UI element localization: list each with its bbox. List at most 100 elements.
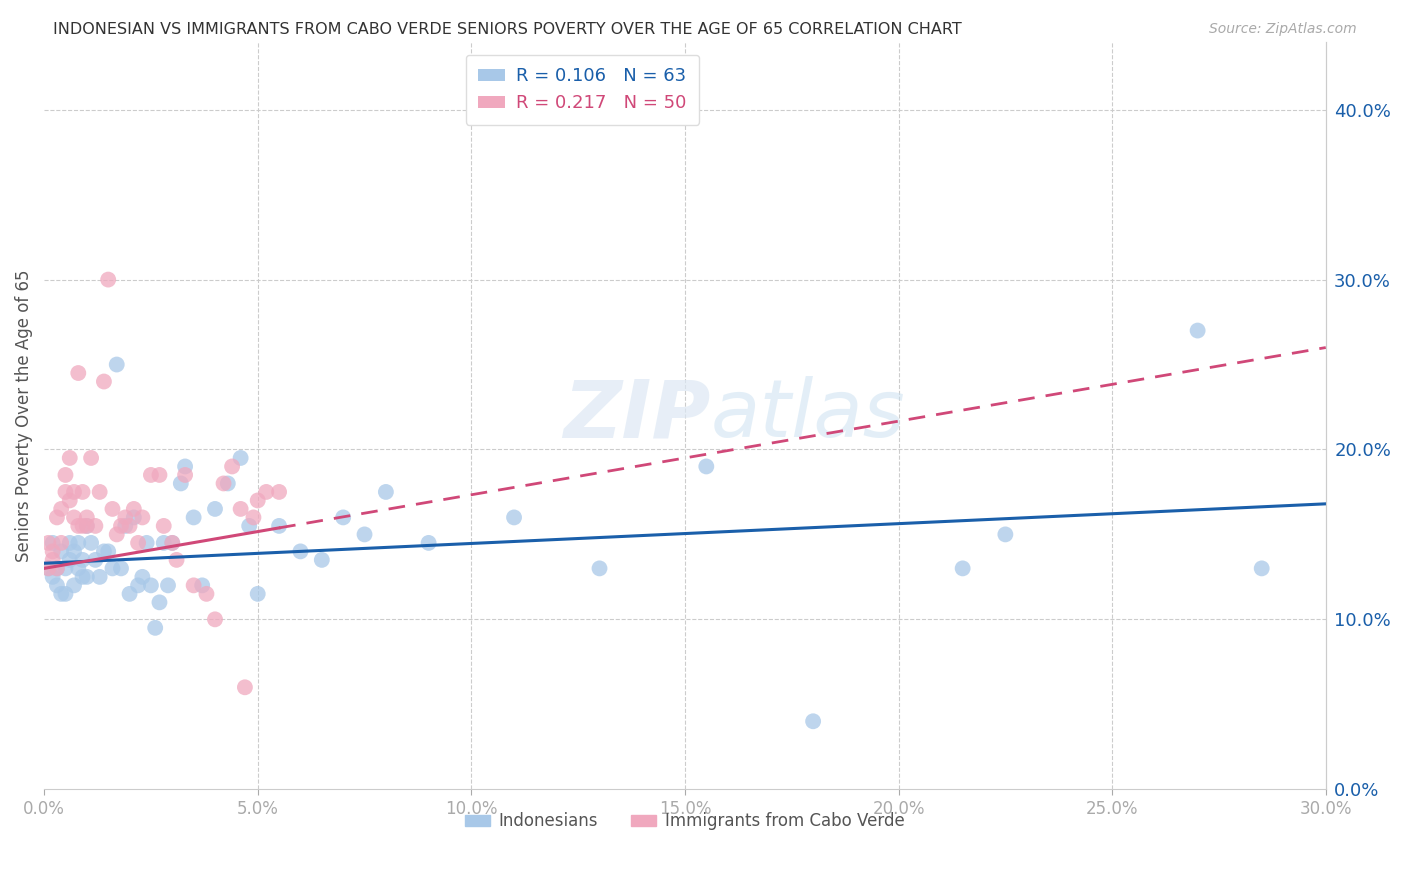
Point xyxy=(139,578,162,592)
Point xyxy=(162,536,184,550)
Point xyxy=(89,484,111,499)
Point xyxy=(994,527,1017,541)
Legend: Indonesians, Immigrants from Cabo Verde: Indonesians, Immigrants from Cabo Verde xyxy=(458,805,911,837)
Text: ZIP: ZIP xyxy=(564,376,710,455)
Point xyxy=(55,467,77,482)
Text: Source: ZipAtlas.com: Source: ZipAtlas.com xyxy=(1209,22,1357,37)
Point xyxy=(1250,561,1272,575)
Point xyxy=(72,519,94,533)
Point xyxy=(55,561,77,575)
Point xyxy=(41,553,63,567)
Point xyxy=(139,467,162,482)
Point xyxy=(84,553,107,567)
Point xyxy=(183,510,205,524)
Point xyxy=(148,595,170,609)
Point xyxy=(418,536,440,550)
Point xyxy=(72,553,94,567)
Point xyxy=(174,467,197,482)
Point xyxy=(37,561,59,575)
Y-axis label: Seniors Poverty Over the Age of 65: Seniors Poverty Over the Age of 65 xyxy=(15,269,32,562)
Point xyxy=(952,561,974,575)
Point xyxy=(37,561,59,575)
Point xyxy=(229,450,252,465)
Point xyxy=(89,570,111,584)
Point xyxy=(118,587,141,601)
Point xyxy=(41,544,63,558)
Point xyxy=(97,272,120,286)
Point xyxy=(76,519,98,533)
Point xyxy=(101,561,124,575)
Point xyxy=(246,493,269,508)
Point xyxy=(55,484,77,499)
Point xyxy=(127,536,149,550)
Point xyxy=(80,536,103,550)
Point xyxy=(195,587,218,601)
Point xyxy=(110,561,132,575)
Point xyxy=(1187,324,1209,338)
Point xyxy=(76,570,98,584)
Point xyxy=(332,510,354,524)
Text: atlas: atlas xyxy=(710,376,905,455)
Point xyxy=(191,578,214,592)
Point xyxy=(503,510,526,524)
Point xyxy=(76,519,98,533)
Point xyxy=(290,544,312,558)
Point xyxy=(67,519,90,533)
Point xyxy=(267,519,290,533)
Point xyxy=(183,578,205,592)
Point xyxy=(148,467,170,482)
Point xyxy=(131,570,153,584)
Point xyxy=(105,358,128,372)
Point xyxy=(72,484,94,499)
Point xyxy=(353,527,375,541)
Point xyxy=(246,587,269,601)
Point xyxy=(59,536,82,550)
Point xyxy=(101,502,124,516)
Point xyxy=(105,527,128,541)
Point xyxy=(143,621,166,635)
Text: INDONESIAN VS IMMIGRANTS FROM CABO VERDE SENIORS POVERTY OVER THE AGE OF 65 CORR: INDONESIAN VS IMMIGRANTS FROM CABO VERDE… xyxy=(53,22,962,37)
Point xyxy=(45,561,67,575)
Point xyxy=(242,510,264,524)
Point xyxy=(45,510,67,524)
Point xyxy=(204,502,226,516)
Point xyxy=(63,578,86,592)
Point xyxy=(84,519,107,533)
Point xyxy=(114,510,136,524)
Point xyxy=(254,484,277,499)
Point xyxy=(97,544,120,558)
Point xyxy=(45,578,67,592)
Point xyxy=(166,553,188,567)
Point xyxy=(72,570,94,584)
Point xyxy=(93,375,115,389)
Point xyxy=(162,536,184,550)
Point xyxy=(59,450,82,465)
Point xyxy=(67,536,90,550)
Point xyxy=(801,714,824,729)
Point xyxy=(127,578,149,592)
Point xyxy=(174,459,197,474)
Point xyxy=(67,366,90,380)
Point xyxy=(76,510,98,524)
Point xyxy=(267,484,290,499)
Point xyxy=(204,612,226,626)
Point xyxy=(63,484,86,499)
Point xyxy=(152,536,174,550)
Point xyxy=(51,587,73,601)
Point xyxy=(93,544,115,558)
Point xyxy=(118,519,141,533)
Point xyxy=(170,476,193,491)
Point xyxy=(59,553,82,567)
Point xyxy=(156,578,179,592)
Point xyxy=(51,544,73,558)
Point xyxy=(51,502,73,516)
Point xyxy=(588,561,610,575)
Point xyxy=(131,510,153,524)
Point xyxy=(152,519,174,533)
Point xyxy=(135,536,157,550)
Point xyxy=(233,681,256,695)
Point xyxy=(695,459,717,474)
Point xyxy=(221,459,243,474)
Point xyxy=(238,519,260,533)
Point xyxy=(374,484,396,499)
